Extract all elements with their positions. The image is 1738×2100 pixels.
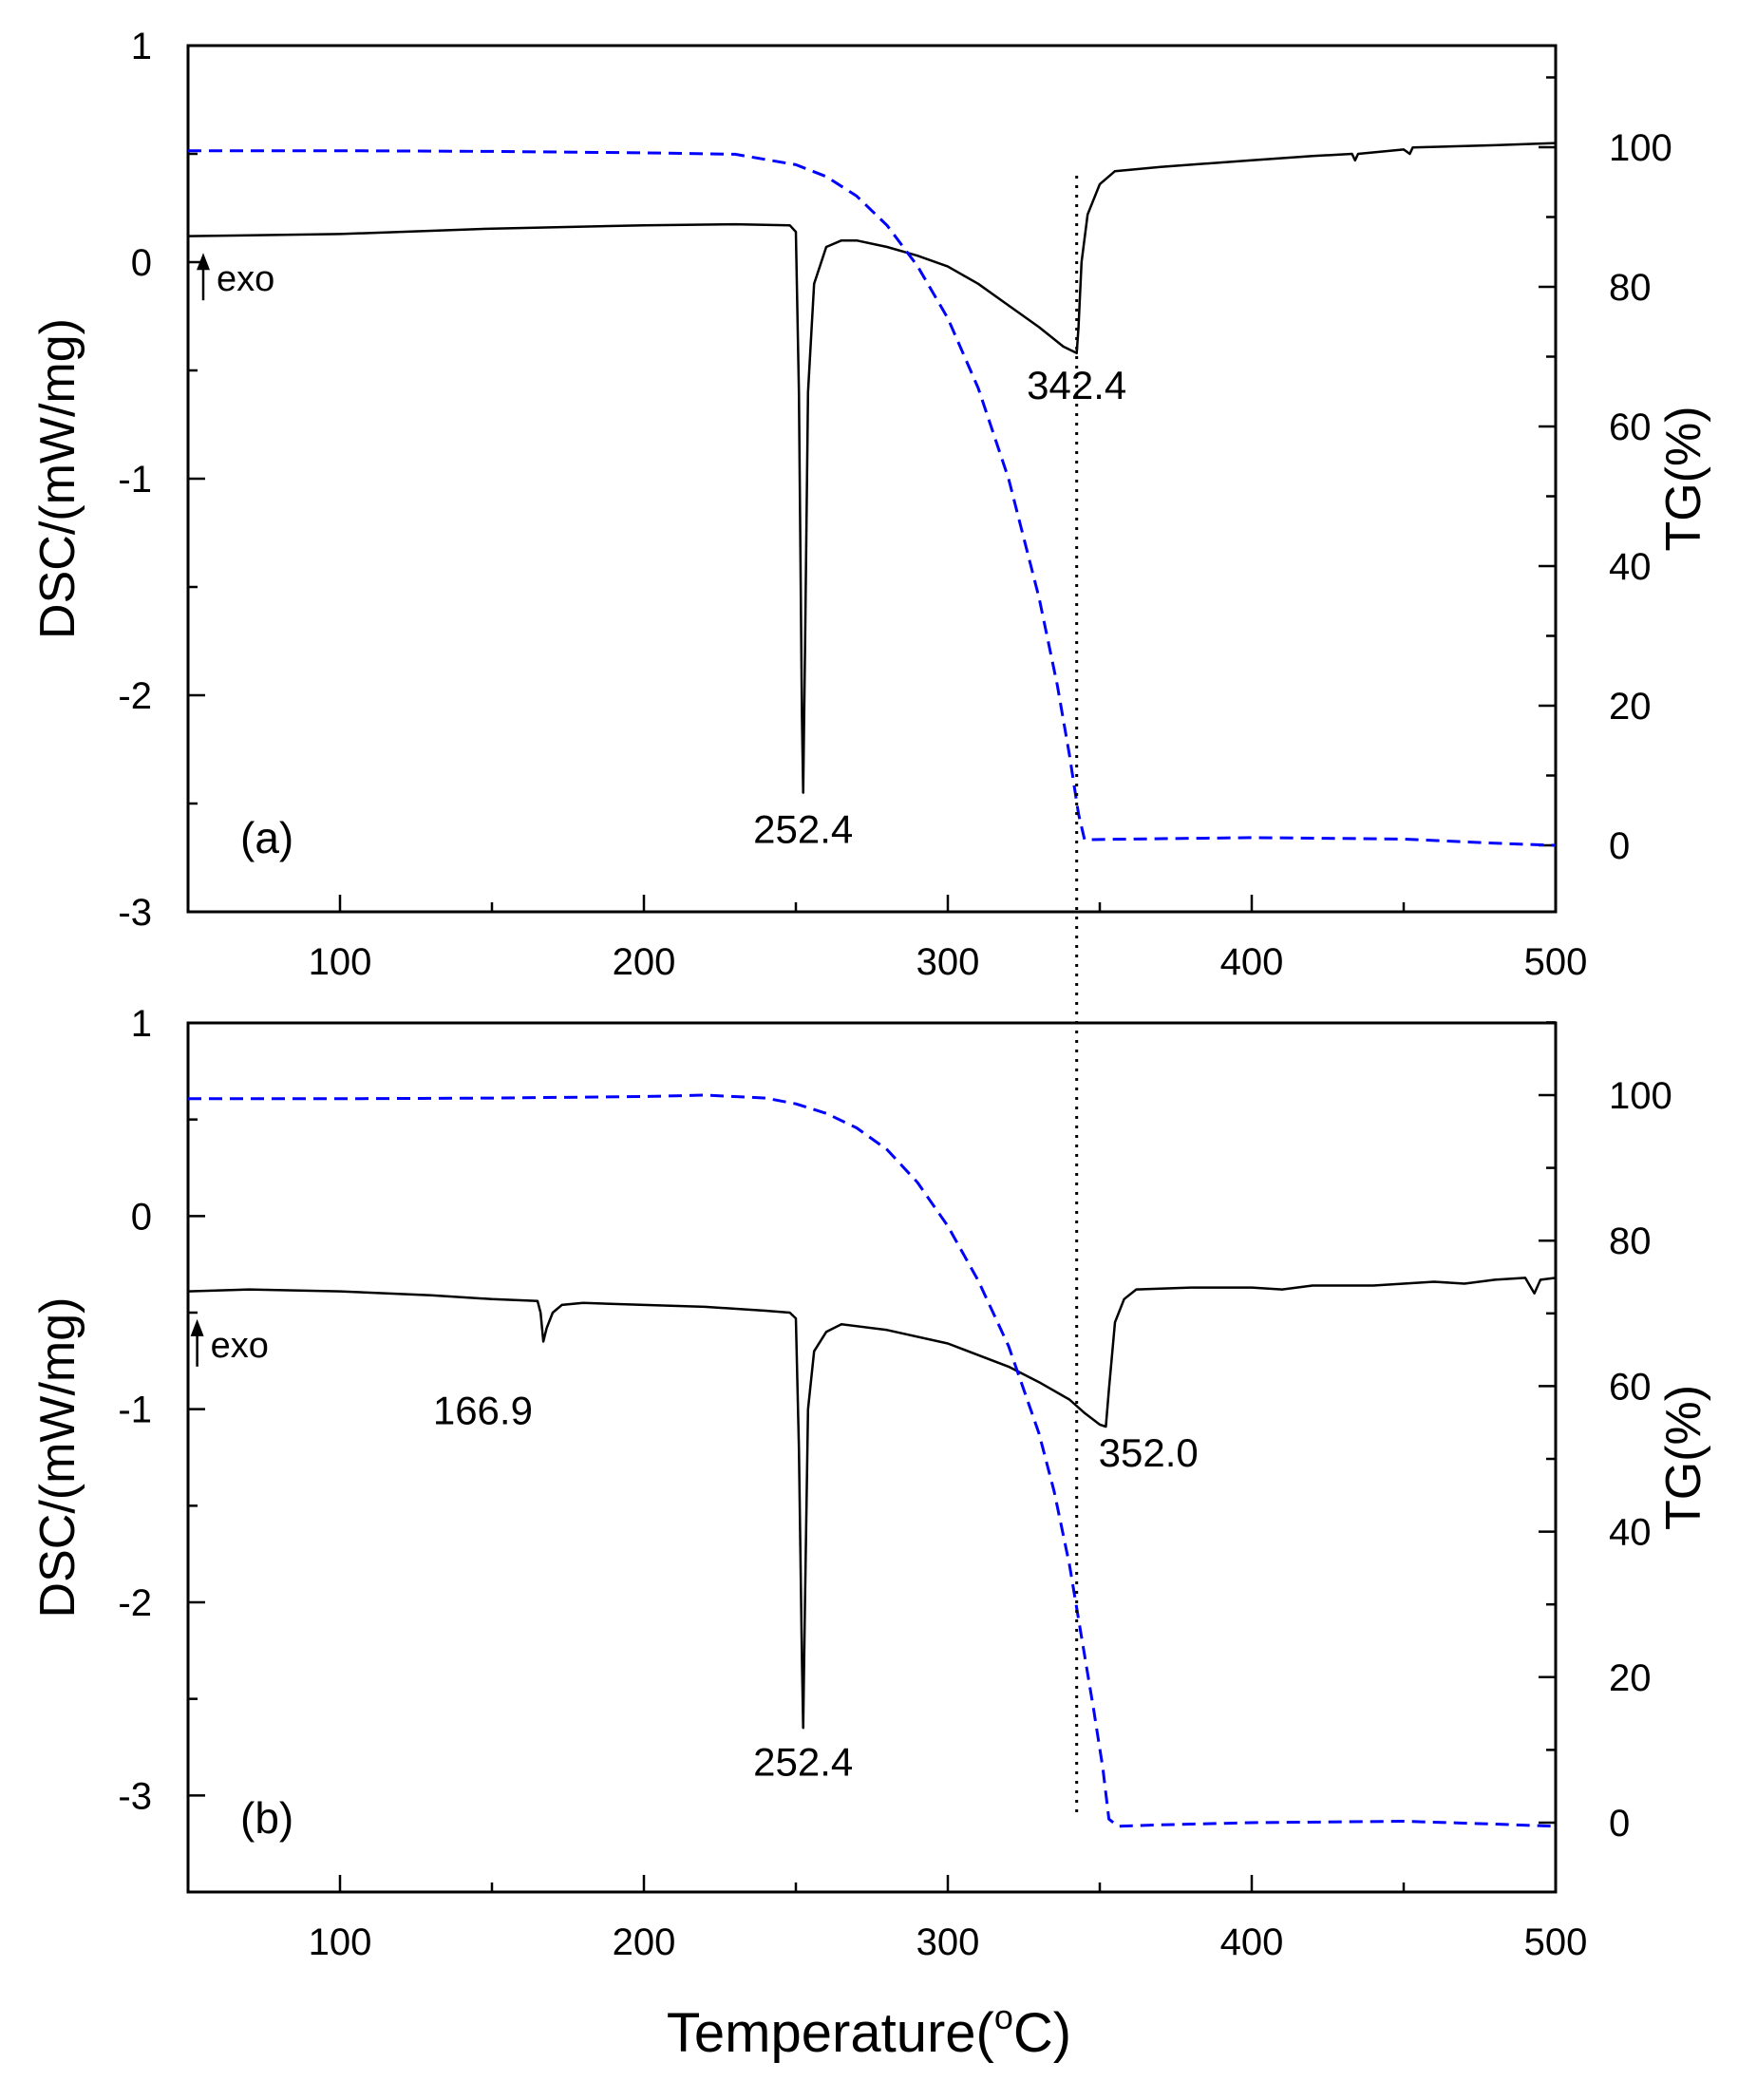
exo-label: exo bbox=[217, 259, 274, 299]
x-axis-label-degree: o bbox=[994, 1997, 1013, 2036]
y-right-tick-label: 60 bbox=[1609, 407, 1652, 448]
peak-annotation: 352.0 bbox=[1099, 1430, 1199, 1475]
x-tick-label: 300 bbox=[916, 1921, 980, 1963]
y-left-axis-title: DSC/(mW/mg) bbox=[30, 318, 85, 639]
y-right-tick-label: 80 bbox=[1609, 1220, 1652, 1262]
y-left-tick-label: -2 bbox=[118, 675, 152, 717]
plot-frame bbox=[186, 44, 1558, 914]
y-right-axis-title: TG(%) bbox=[1656, 1385, 1711, 1530]
panel-label: (b) bbox=[240, 1793, 293, 1843]
y-left-tick-label: -2 bbox=[118, 1582, 152, 1624]
y-right-tick-label: 40 bbox=[1609, 1512, 1652, 1554]
x-axis-label: Temperature(oC) bbox=[667, 1997, 1071, 2064]
x-tick-label: 200 bbox=[613, 1921, 676, 1963]
dsc-curve bbox=[187, 142, 1557, 794]
plot-frame bbox=[186, 1021, 1558, 1894]
y-right-tick-label: 0 bbox=[1609, 1803, 1630, 1845]
y-right-tick-label: 60 bbox=[1609, 1366, 1652, 1408]
y-right-tick-label: 0 bbox=[1609, 825, 1630, 867]
x-tick-label: 400 bbox=[1220, 941, 1284, 983]
dsc-curve bbox=[187, 1277, 1557, 1730]
y-right-tick-label: 20 bbox=[1609, 686, 1652, 728]
y-left-tick-label: 0 bbox=[131, 242, 152, 284]
x-axis-label-main: Temperature( bbox=[667, 2002, 994, 2064]
tg-curve bbox=[188, 1093, 1557, 1828]
y-right-tick-label: 100 bbox=[1609, 1075, 1672, 1117]
x-tick-label: 200 bbox=[613, 941, 676, 983]
shared-elements: Temperature(oC) bbox=[667, 176, 1079, 2064]
y-left-tick-label: -1 bbox=[118, 1390, 152, 1431]
peak-annotation: 166.9 bbox=[433, 1388, 533, 1432]
y-left-tick-label: -3 bbox=[118, 892, 152, 934]
y-right-tick-label: 80 bbox=[1609, 267, 1652, 309]
y-right-tick-label: 40 bbox=[1609, 546, 1652, 588]
y-left-tick-label: 0 bbox=[131, 1196, 152, 1238]
y-right-tick-label: 100 bbox=[1609, 127, 1672, 169]
y-left-tick-label: 1 bbox=[131, 26, 152, 67]
x-tick-label: 400 bbox=[1220, 1921, 1284, 1963]
peak-annotation: 252.4 bbox=[753, 806, 853, 851]
exo-label: exo bbox=[211, 1326, 269, 1366]
exo-arrow-icon bbox=[190, 1318, 204, 1336]
panel-a: 100 200 300 400 50010-1-2-3100806040200DSC/(… bbox=[30, 26, 1711, 983]
panel-label: (a) bbox=[240, 813, 293, 862]
x-tick-label: 100 bbox=[309, 941, 372, 983]
x-tick-label: 500 bbox=[1524, 1921, 1588, 1963]
y-left-tick-label: -3 bbox=[118, 1775, 152, 1817]
exo-arrow-icon bbox=[197, 253, 210, 271]
x-tick-label: 500 bbox=[1524, 941, 1588, 983]
x-tick-label: 100 bbox=[309, 1921, 372, 1963]
panel-b: 100 200 300 400 50010-1-2-3100806040200DSC/(… bbox=[30, 1003, 1711, 1963]
peak-annotation: 252.4 bbox=[753, 1740, 853, 1785]
y-right-axis-title: TG(%) bbox=[1656, 406, 1711, 551]
x-tick-label: 300 bbox=[916, 941, 980, 983]
tg-curve bbox=[188, 149, 1557, 847]
y-right-tick-label: 20 bbox=[1609, 1657, 1652, 1699]
y-left-tick-label: -1 bbox=[118, 459, 152, 501]
y-left-tick-label: 1 bbox=[131, 1003, 152, 1045]
x-axis-label-unit: C) bbox=[1013, 2002, 1071, 2064]
y-left-axis-title: DSC/(mW/mg) bbox=[30, 1297, 85, 1618]
